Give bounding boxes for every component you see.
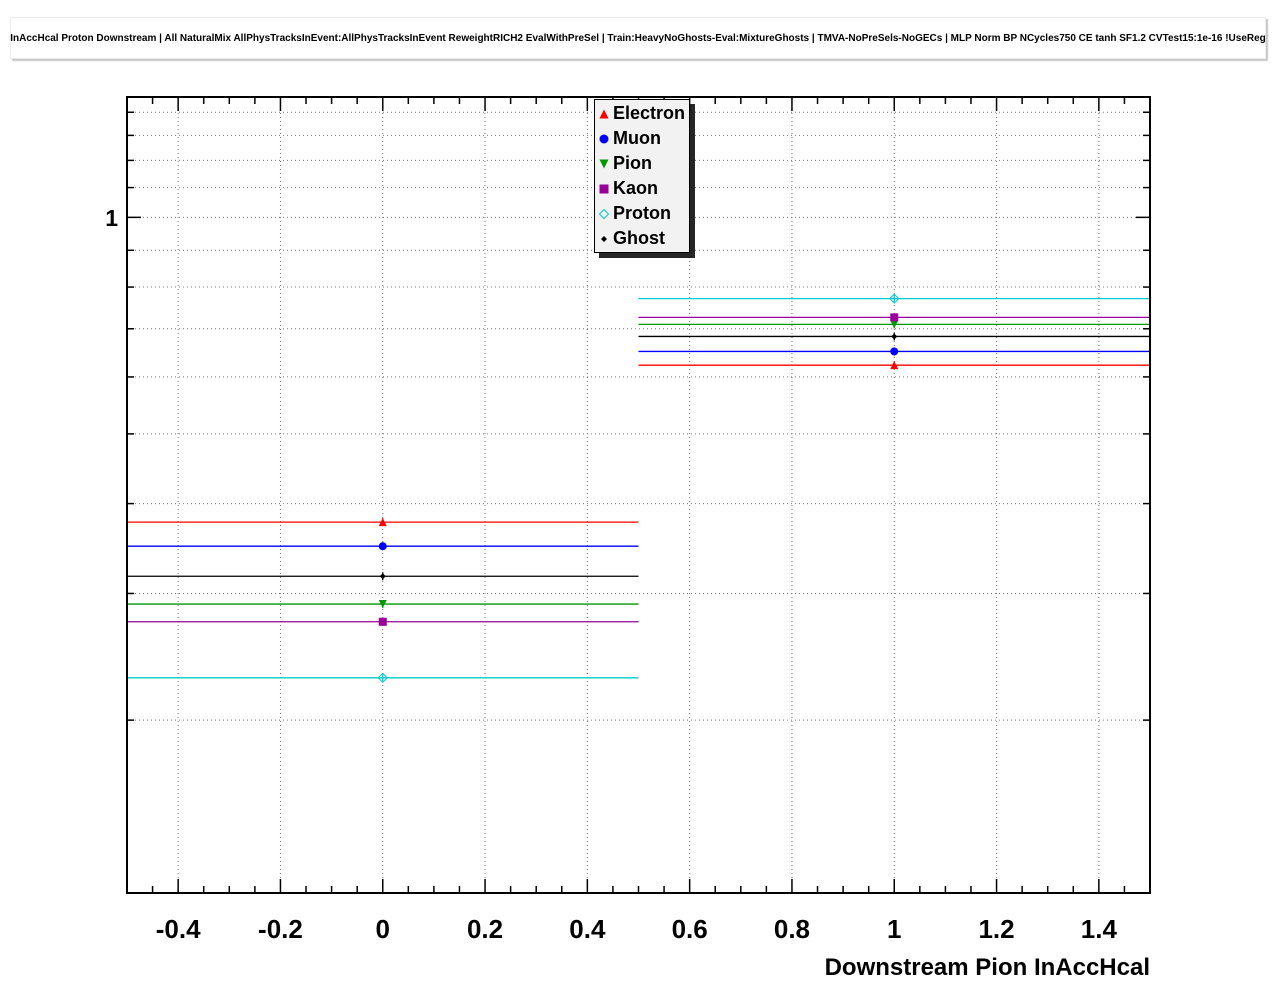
triangle-up-icon [599, 109, 609, 118]
marker-electron [890, 361, 899, 370]
marker-pion [890, 320, 899, 329]
legend-entry-ghost: Ghost [597, 226, 685, 251]
marker-triangle-up [599, 109, 609, 118]
marker-kaon [890, 313, 899, 322]
marker-triangle-down [599, 159, 609, 168]
legend-label: Kaon [613, 178, 658, 198]
y-axis-tick-label: 1 [105, 205, 118, 231]
legend-label: Ghost [613, 228, 665, 248]
x-tick-label: -0.2 [258, 914, 303, 944]
marker-muon [890, 347, 899, 356]
legend-entry-kaon: Kaon [597, 176, 685, 201]
marker-proton [377, 672, 388, 684]
legend-label: Electron [613, 103, 686, 123]
x-tick-label: 0.4 [569, 914, 606, 944]
diamond-small-icon [601, 235, 607, 242]
plot-title-bar: InAccHcal Proton Downstream | All Natura… [10, 17, 1266, 59]
marker-electron [378, 518, 387, 527]
legend-entry-muon: Muon [597, 126, 685, 151]
x-axis-title: Downstream Pion InAccHcal [825, 954, 1150, 981]
legend-entry-proton: Proton [597, 201, 685, 226]
marker-diamond-small [601, 235, 607, 242]
legend-label: Muon [613, 128, 661, 148]
diamond-open-icon [598, 208, 610, 219]
marker-proton [889, 293, 900, 304]
marker-ghost [379, 573, 386, 580]
marker-ghost [891, 333, 898, 340]
marker-square [599, 184, 609, 193]
marker-circle [599, 134, 609, 143]
marker-diamond-open [598, 208, 610, 219]
legend-label: Proton [613, 203, 671, 223]
x-tick-label: 1 [887, 914, 901, 944]
plot-title: InAccHcal Proton Downstream | All Natura… [10, 32, 1266, 44]
triangle-down-icon [599, 159, 609, 168]
marker-muon [378, 542, 387, 551]
legend-entry-electron: Electron [597, 101, 685, 126]
x-tick-label: 1.2 [978, 914, 1014, 944]
marker-pion [378, 600, 387, 609]
legend-label: Pion [613, 153, 652, 173]
x-tick-label: 0.8 [774, 914, 810, 944]
x-tick-label: -0.4 [156, 914, 201, 944]
marker-kaon [378, 617, 387, 626]
x-tick-label: 1.4 [1081, 914, 1118, 944]
legend-entry-pion: Pion [597, 151, 685, 176]
x-tick-label: 0.2 [467, 914, 503, 944]
legend-box: Electron Muon Pion Kaon Proton Ghost [594, 99, 691, 253]
x-tick-label: 0 [376, 914, 390, 944]
x-tick-label: 0.6 [672, 914, 708, 944]
square-icon [599, 184, 609, 193]
circle-icon [599, 134, 609, 143]
